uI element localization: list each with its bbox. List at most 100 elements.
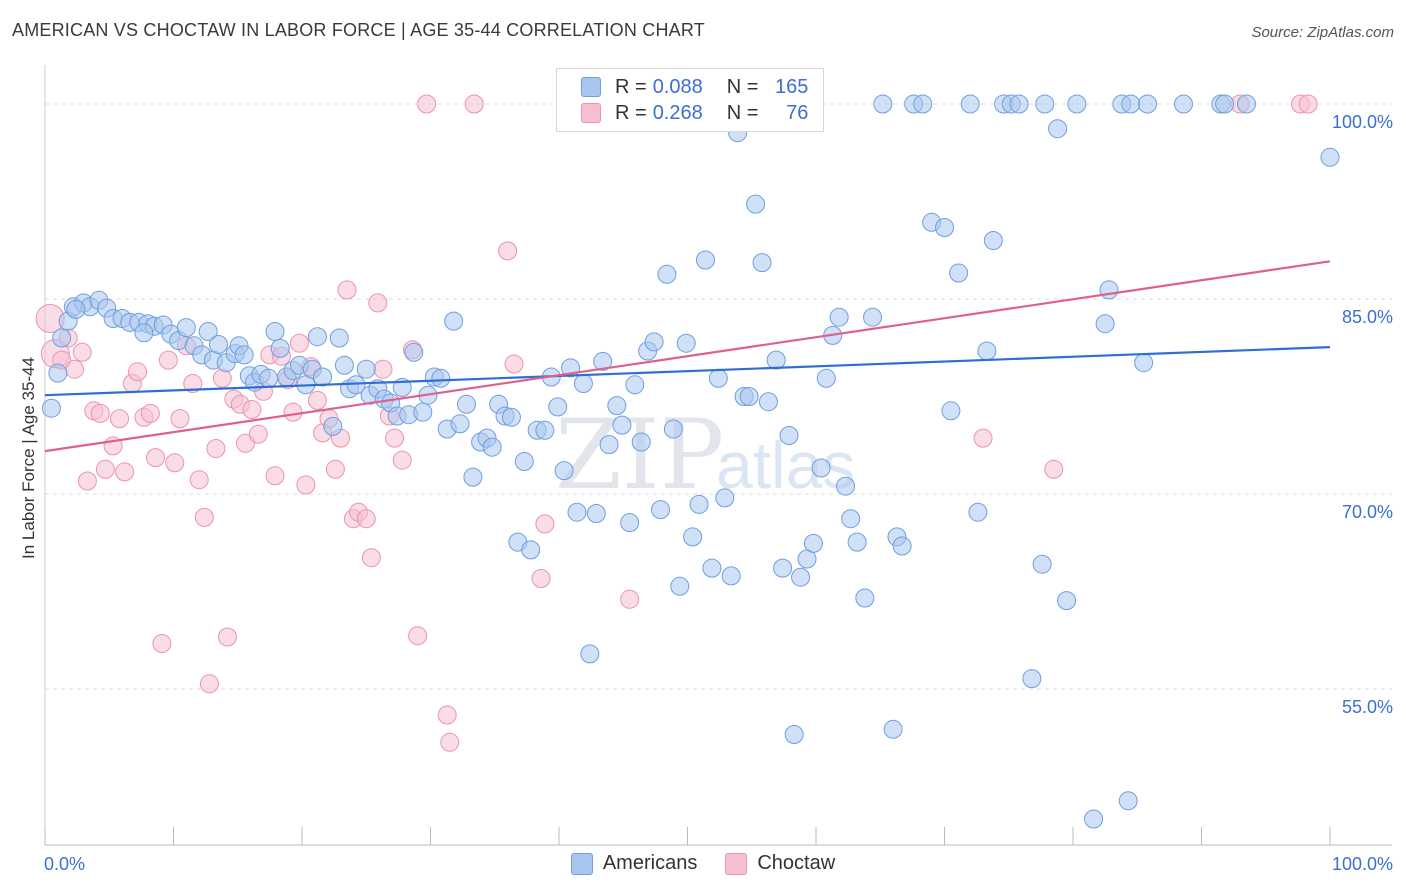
americans-point (208, 335, 228, 354)
americans-point (766, 350, 786, 370)
choctaw-point (392, 450, 412, 470)
americans-point (1138, 94, 1158, 114)
choctaw-point (65, 359, 85, 379)
r-value: 0.268 (652, 101, 703, 124)
americans-point (715, 488, 735, 508)
americans-point (1032, 554, 1052, 574)
source-label: Source: ZipAtlas.com (1251, 24, 1394, 41)
americans-point (1095, 314, 1115, 334)
choctaw-point (535, 514, 555, 534)
americans-trend-line (44, 346, 1331, 397)
americans-point (41, 398, 61, 418)
choctaw-point (498, 241, 518, 261)
n-value: 76 (786, 101, 809, 124)
choctaw-point (531, 569, 551, 588)
americans-point (676, 333, 696, 353)
americans-point (593, 351, 613, 371)
americans-point (1099, 280, 1119, 300)
choctaw-point (973, 428, 993, 448)
americans-point (949, 263, 969, 283)
americans-point (935, 218, 954, 237)
americans-point (270, 338, 290, 358)
americans-point (620, 513, 640, 533)
americans-point (960, 94, 980, 114)
r-value: 0.088 (652, 75, 703, 98)
r-label: R = (615, 101, 647, 124)
americans-point (746, 194, 766, 214)
americans-point (1057, 591, 1077, 611)
americans-point (689, 494, 709, 514)
americans-point (607, 396, 627, 416)
americans-point (873, 94, 893, 114)
americans-point (48, 363, 68, 383)
americans-point (773, 558, 793, 578)
americans-point (567, 502, 587, 522)
legend-label: Americans (602, 852, 698, 874)
choctaw-point (265, 466, 285, 486)
americans-point (586, 504, 606, 523)
americans-point (977, 341, 997, 361)
americans-point (739, 387, 759, 406)
americans-point (708, 368, 728, 388)
choctaw-point (183, 374, 203, 393)
americans-point (651, 500, 671, 520)
americans-point (444, 311, 464, 331)
choctaw-point (361, 548, 381, 568)
americans-point (847, 532, 867, 552)
americans-point (612, 415, 632, 435)
americans-point (1174, 94, 1194, 114)
americans-point (816, 368, 836, 388)
americans-point (841, 509, 861, 529)
x-tick-label: 100.0% (1332, 854, 1393, 874)
axes (44, 65, 1392, 846)
americans-point (176, 318, 196, 338)
choctaw-point (242, 400, 262, 419)
choctaw-point (283, 402, 303, 422)
americans-point (779, 426, 799, 445)
americans-point (548, 397, 568, 417)
americans-point (554, 461, 574, 481)
choctaw-point (417, 94, 437, 114)
americans-point (313, 367, 333, 387)
americans-point (334, 355, 354, 375)
choctaw-point (140, 403, 160, 423)
americans-point (52, 328, 72, 348)
choctaw-point (368, 293, 388, 313)
choctaw-point (90, 403, 110, 423)
americans-point (791, 567, 811, 587)
americans-point (695, 250, 715, 270)
legend-item-choctaw[interactable]: Choctaw (725, 852, 835, 875)
choctaw-trend-line (44, 260, 1331, 453)
americans-point (450, 414, 470, 434)
americans-point (431, 368, 451, 388)
choctaw-point (212, 368, 232, 388)
choctaw-point (152, 634, 172, 653)
x-tick-labels: 0.0% 100.0% (44, 854, 1393, 874)
americans-point (968, 502, 988, 522)
americans-swatch (581, 77, 601, 97)
americans-point (752, 253, 772, 273)
americans-point (307, 327, 327, 347)
americans-point (265, 322, 285, 341)
legend-item-americans[interactable]: Americans (570, 852, 698, 875)
americans-point (259, 368, 279, 388)
americans-point (134, 323, 154, 343)
americans-point (983, 231, 1003, 250)
americans-point (404, 342, 424, 362)
choctaw-point (170, 409, 190, 429)
americans-point (683, 527, 703, 547)
choctaw-point (110, 409, 130, 429)
choctaw-point (194, 507, 214, 527)
americans-point (721, 566, 741, 586)
americans-point (1048, 119, 1068, 139)
choctaw-point (72, 342, 92, 362)
americans-point (829, 307, 849, 327)
choctaw-point (440, 732, 460, 752)
americans-point (580, 644, 600, 664)
americans-point (1067, 94, 1087, 114)
americans-point (670, 576, 690, 596)
americans-point (1009, 94, 1029, 114)
americans-point (1121, 94, 1141, 114)
choctaw-point (115, 462, 135, 482)
americans-point (1022, 669, 1042, 689)
